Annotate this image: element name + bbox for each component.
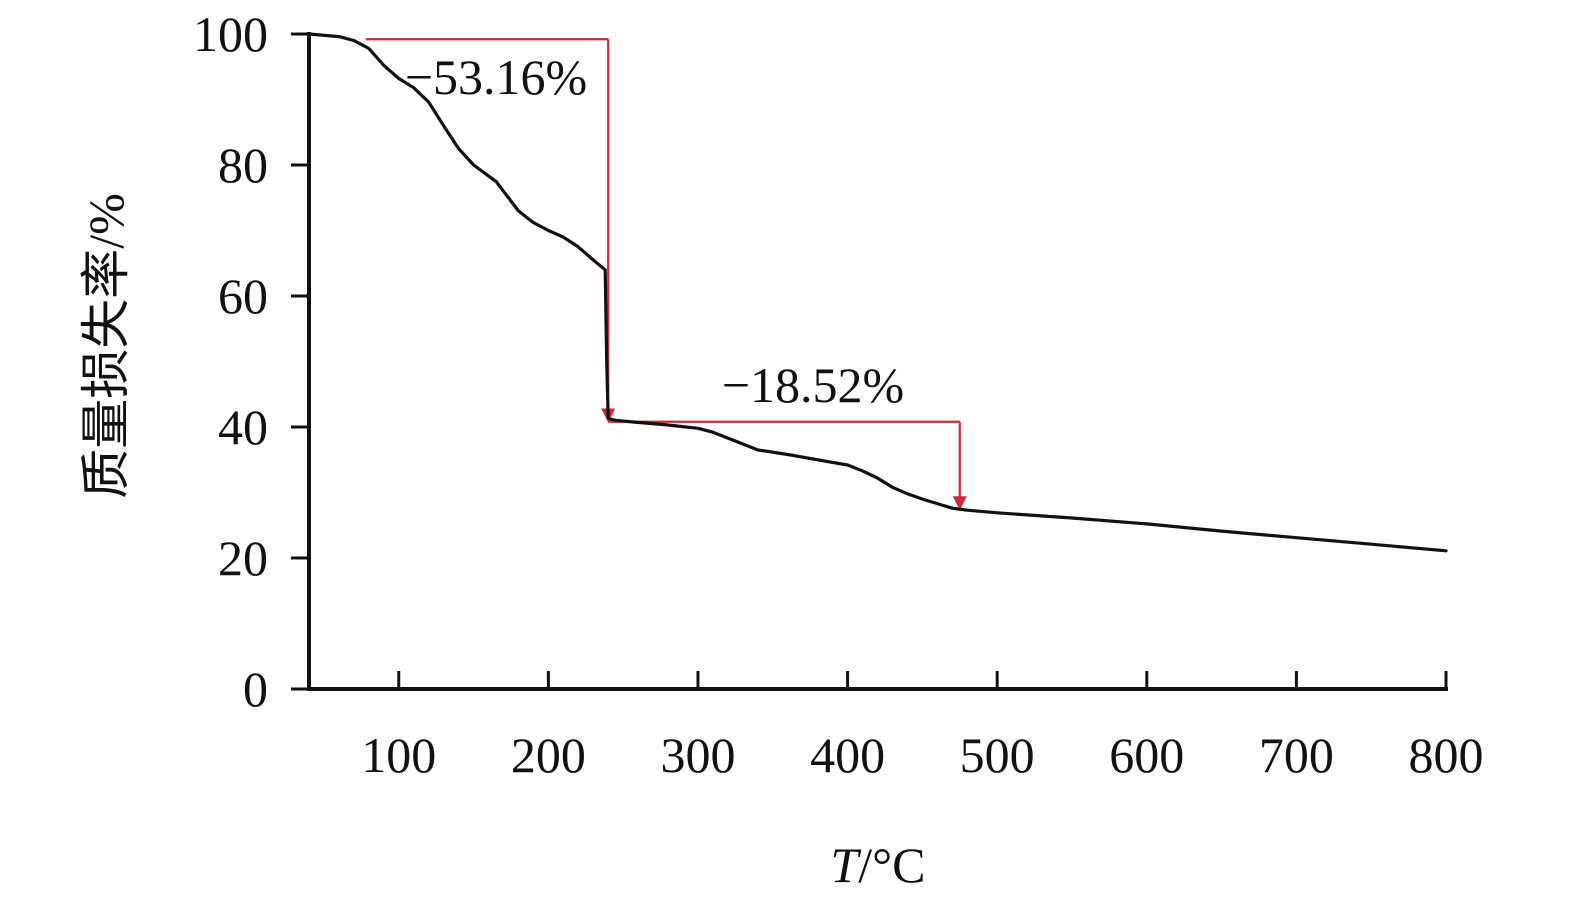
x-tick-label-500: 500 xyxy=(960,727,1035,783)
x-tick-label-700: 700 xyxy=(1259,727,1334,783)
y-tick-label-20: 20 xyxy=(218,530,268,586)
x-tick-label-200: 200 xyxy=(511,727,586,783)
y-tick-label-60: 60 xyxy=(218,268,268,324)
ticks-layer: 0 20 40 60 80 100 100 200 300 400 500 600 700 800 xyxy=(193,6,1484,783)
annotation-lines xyxy=(365,38,967,511)
x-tick-label-100: 100 xyxy=(361,727,436,783)
x-tick-label-400: 400 xyxy=(810,727,885,783)
annotation-1-label: −53.16% xyxy=(405,49,587,105)
annotation-2-arrowhead xyxy=(952,496,967,511)
x-axis-title-unit: /°C xyxy=(858,837,925,893)
y-tick-label-100: 100 xyxy=(193,6,268,62)
axes-layer xyxy=(307,32,1448,691)
y-tick-label-0: 0 xyxy=(243,661,268,717)
series-line-1 xyxy=(307,32,1448,553)
x-axis-title-symbol: T xyxy=(830,837,861,893)
x-axis-title: T/°C xyxy=(830,837,925,893)
annotation-2-label: −18.52% xyxy=(722,357,904,413)
x-tick-label-600: 600 xyxy=(1109,727,1184,783)
x-tick-label-800: 800 xyxy=(1409,727,1484,783)
y-tick-label-80: 80 xyxy=(218,137,268,193)
y-axis-title: 质量损失率/% xyxy=(78,193,134,499)
series-layer xyxy=(307,32,1448,553)
x-tick-label-300: 300 xyxy=(660,727,735,783)
annotation-labels: −53.16% −18.52% xyxy=(405,49,904,413)
y-tick-label-40: 40 xyxy=(218,399,268,455)
